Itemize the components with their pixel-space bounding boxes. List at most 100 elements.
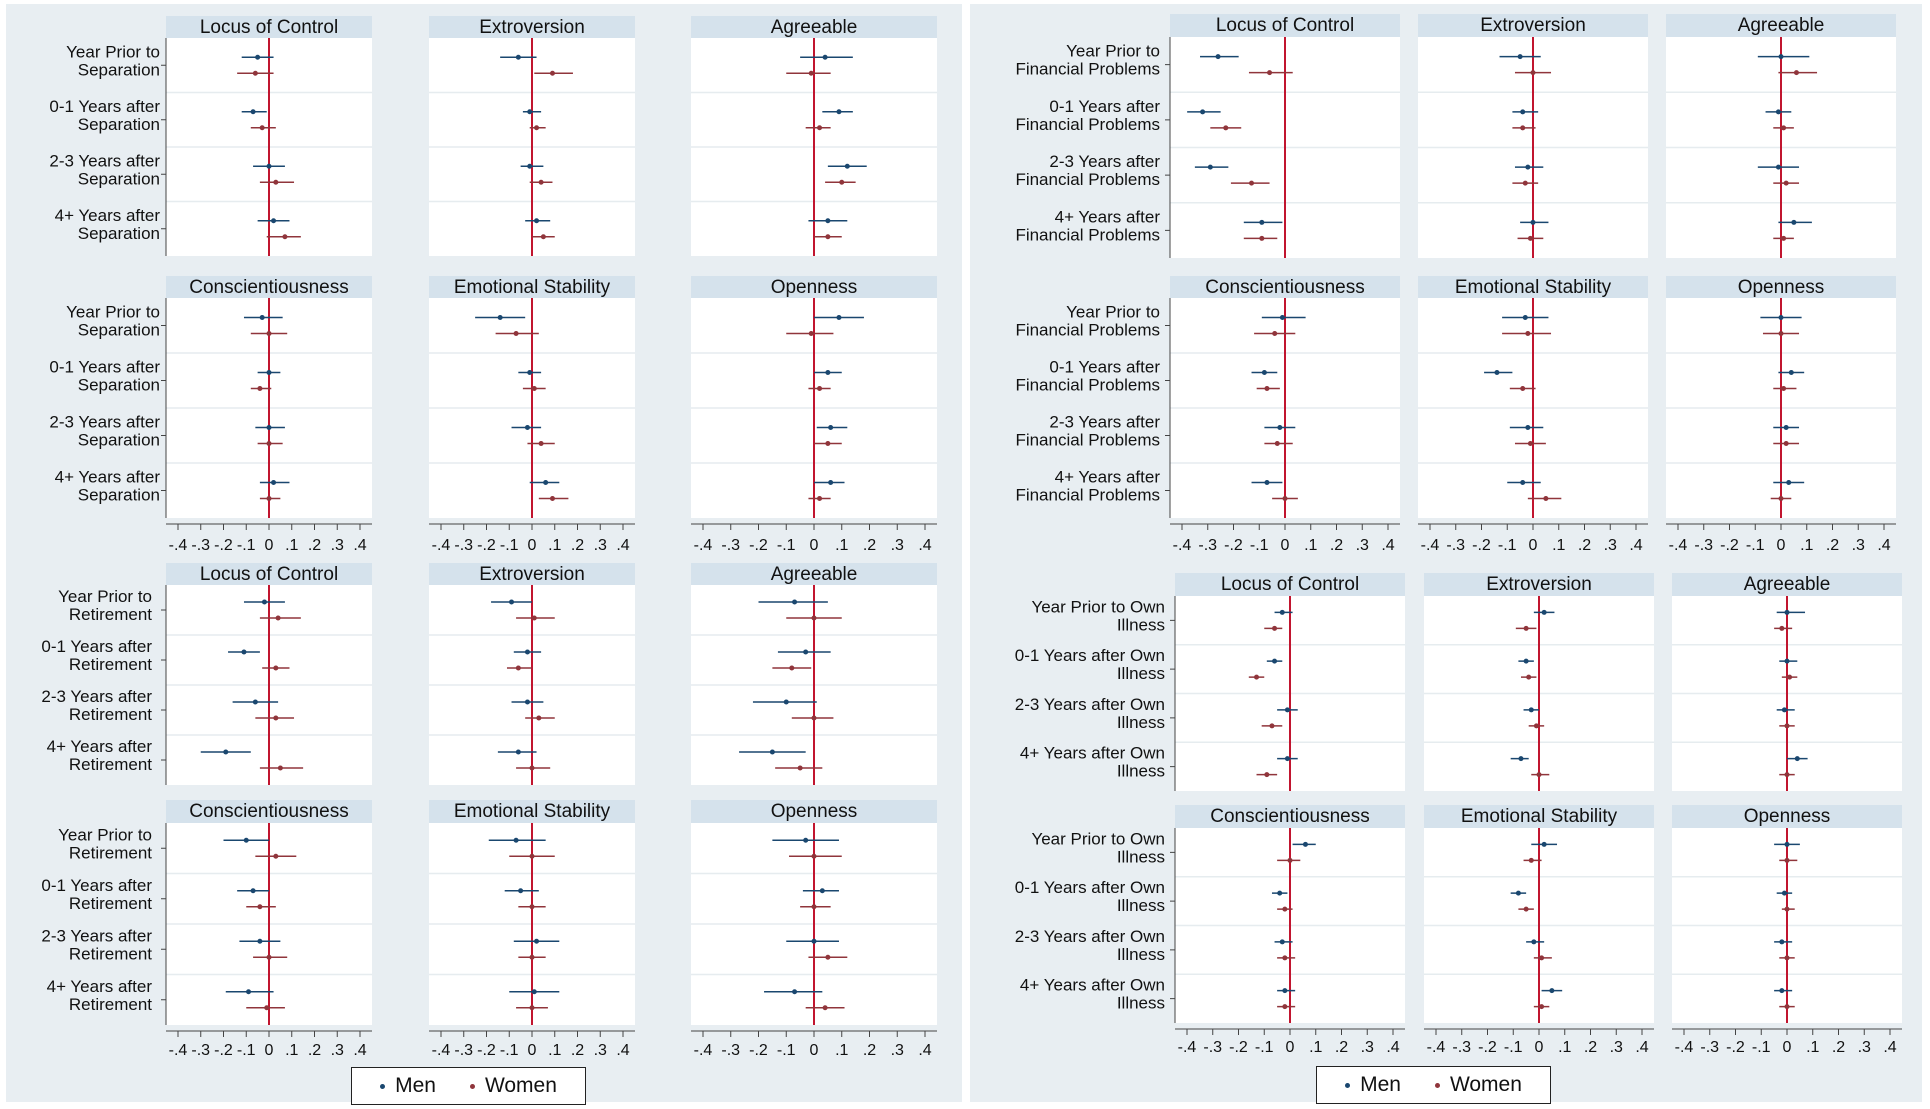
men-point (1530, 219, 1536, 225)
x-tick-label: .3 (594, 537, 607, 554)
x-tick-label: -.3 (1694, 537, 1713, 554)
women-point (549, 496, 555, 501)
row-label: 2-3 Years after (1049, 413, 1160, 432)
men-point (769, 749, 775, 755)
row-label: Financial Problems (1015, 170, 1160, 189)
women-point (1264, 772, 1270, 778)
facet-title: Conscientiousness (189, 277, 348, 298)
x-tick-label: .3 (891, 1042, 904, 1059)
men-point (836, 109, 842, 115)
x-tick-label: -.2 (749, 537, 768, 554)
facet-title: Agreeable (771, 564, 858, 585)
women-point (277, 765, 283, 771)
legend-label-women: Women (484, 1074, 557, 1097)
facet-title: Emotional Stability (454, 801, 611, 822)
women-point (540, 234, 546, 240)
men-point (524, 649, 530, 655)
x-tick-label: -.1 (777, 537, 796, 554)
row-label: 4+ Years after Own (1020, 976, 1165, 995)
men-point (509, 599, 515, 605)
men-point (1775, 109, 1781, 115)
women-point (1282, 496, 1288, 501)
women-point (257, 386, 263, 391)
facet-title: Openness (1738, 277, 1825, 298)
men-point (266, 425, 272, 430)
x-tick-label: -.2 (749, 1042, 768, 1059)
women-point (1779, 625, 1785, 631)
men-point (1302, 841, 1308, 847)
x-tick-label: -.4 (694, 1042, 713, 1059)
row-label: 0-1 Years after (49, 358, 160, 377)
row-label: 4+ Years after (47, 737, 153, 756)
men-point (1517, 54, 1523, 60)
men-point (243, 837, 249, 843)
facet-title: Agreeable (771, 17, 858, 38)
x-tick-label: .1 (835, 1042, 848, 1059)
facet-strip (1424, 573, 1654, 596)
x-tick-label: .4 (353, 537, 366, 554)
facet-strip (429, 276, 635, 298)
row-label: Illness (1117, 945, 1165, 964)
facet-strip (1672, 805, 1902, 828)
facet-strip (1170, 14, 1400, 37)
women-point (797, 765, 803, 771)
men-point (527, 370, 533, 375)
women-point (266, 954, 272, 960)
x-tick-label: .3 (1604, 537, 1617, 554)
row-label: Illness (1117, 664, 1165, 683)
x-tick-label: -.4 (1669, 537, 1688, 554)
x-tick-label: -.2 (214, 537, 233, 554)
women-point (1254, 674, 1260, 680)
x-tick-label: .2 (1826, 537, 1839, 554)
men-point (1784, 841, 1790, 847)
facet-strip (1424, 805, 1654, 828)
x-tick-label: -.4 (694, 537, 713, 554)
row-label: 4+ Years after (47, 977, 153, 996)
women-point (1520, 386, 1526, 391)
women-point (822, 1005, 828, 1011)
x-tick-label: .1 (1558, 1039, 1571, 1056)
x-tick-label: .3 (1858, 1039, 1871, 1056)
facet-title: Emotional Stability (1461, 806, 1618, 827)
row-label: 0-1 Years after (41, 637, 152, 656)
x-tick-label: -.3 (1700, 1039, 1719, 1056)
men-point (844, 163, 850, 169)
row-label: Year Prior to (1066, 42, 1160, 61)
women-point (257, 904, 263, 910)
men-point (1549, 988, 1555, 994)
facet-title: Locus of Control (1221, 574, 1359, 595)
facet-strip (166, 276, 372, 298)
row-label: Year Prior to (66, 303, 160, 322)
men-point (527, 163, 533, 169)
women-point (529, 765, 535, 771)
row-label: Retirement (69, 894, 152, 913)
men-point (250, 888, 256, 894)
women-point (1223, 125, 1229, 131)
women-point (1523, 906, 1529, 912)
women-point (1784, 772, 1790, 778)
men-point (792, 989, 798, 995)
x-tick-label: -.1 (237, 1042, 256, 1059)
facet-title: Locus of Control (200, 564, 338, 585)
row-label: 2-3 Years after Own (1015, 695, 1165, 714)
facet-title: Conscientiousness (1205, 277, 1364, 298)
row-label: Year Prior to (58, 587, 152, 606)
x-tick-label: -.3 (1198, 537, 1217, 554)
facet-title: Openness (771, 277, 858, 298)
x-tick-label: -.2 (1720, 537, 1739, 554)
x-tick-label: .3 (331, 537, 344, 554)
facet-title: Extroversion (479, 17, 585, 38)
facet-title: Emotional Stability (1455, 277, 1612, 298)
x-tick-label: -.3 (721, 1042, 740, 1059)
facet-strip (691, 800, 937, 823)
x-tick-label: -.1 (1752, 1039, 1771, 1056)
men-marker-icon (380, 1083, 386, 1089)
x-tick-label: 0 (1777, 537, 1786, 554)
men-point (1523, 658, 1529, 664)
women-point (1520, 125, 1526, 131)
facet-strip (429, 16, 635, 38)
facet-strip (1170, 276, 1400, 298)
row-label: Financial Problems (1015, 321, 1160, 340)
men-point (531, 989, 537, 995)
